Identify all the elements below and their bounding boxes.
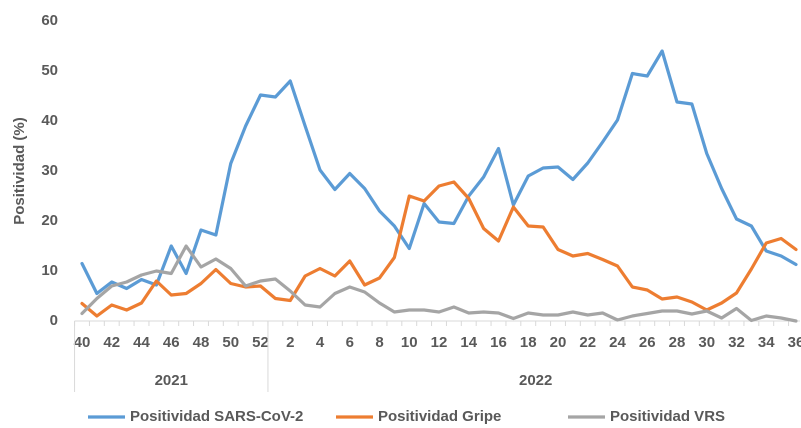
x-tick-label: 44 — [133, 334, 150, 351]
x-tick-label: 22 — [579, 334, 596, 351]
x-tick-label: 40 — [74, 334, 91, 351]
x-tick-label: 42 — [103, 334, 120, 351]
x-tick-label: 32 — [728, 334, 745, 351]
legend-label: Positividad SARS-CoV-2 — [130, 408, 303, 425]
y-axis-title: Positividad (%) — [11, 117, 28, 225]
x-tick-label: 36 — [788, 334, 801, 351]
x-tick-label: 18 — [520, 334, 537, 351]
group-label: 2021 — [155, 372, 188, 389]
x-tick-label: 10 — [401, 334, 418, 351]
x-tick-label: 16 — [490, 334, 507, 351]
x-tick-label: 8 — [375, 334, 383, 351]
x-tick-label: 48 — [193, 334, 210, 351]
x-tick-label: 6 — [346, 334, 354, 351]
legend-label: Positividad VRS — [610, 408, 725, 425]
x-tick-label: 46 — [163, 334, 180, 351]
x-tick-label: 12 — [431, 334, 448, 351]
y-tick-label: 30 — [41, 162, 58, 179]
y-tick-label: 60 — [41, 12, 58, 29]
x-tick-label: 26 — [639, 334, 656, 351]
x-tick-label: 52 — [252, 334, 269, 351]
x-tick-label: 4 — [316, 334, 325, 351]
x-tick-label: 20 — [550, 334, 567, 351]
x-tick-label: 28 — [669, 334, 686, 351]
y-tick-label: 0 — [50, 312, 58, 329]
y-tick-label: 50 — [41, 62, 58, 79]
x-tick-label: 50 — [222, 334, 239, 351]
group-label: 2022 — [519, 372, 552, 389]
series-line — [80, 180, 798, 318]
y-tick-label: 20 — [41, 212, 58, 229]
x-tick-label: 34 — [758, 334, 775, 351]
y-tick-label: 40 — [41, 112, 58, 129]
series-line — [80, 49, 798, 296]
x-tick-label: 24 — [609, 334, 626, 351]
x-tick-label: 14 — [460, 334, 477, 351]
y-tick-label: 10 — [41, 262, 58, 279]
x-tick-label: 2 — [286, 334, 294, 351]
series-line — [80, 244, 798, 323]
legend-label: Positividad Gripe — [378, 408, 501, 425]
x-tick-label: 30 — [698, 334, 715, 351]
